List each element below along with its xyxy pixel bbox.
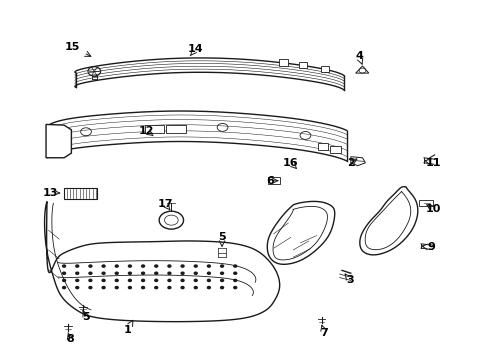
- Circle shape: [181, 265, 183, 267]
- Polygon shape: [44, 202, 279, 321]
- Text: 17: 17: [158, 199, 173, 210]
- Polygon shape: [355, 66, 368, 73]
- Text: 3: 3: [346, 275, 353, 285]
- Circle shape: [194, 265, 197, 267]
- Circle shape: [233, 265, 236, 267]
- Circle shape: [89, 265, 92, 267]
- Circle shape: [220, 265, 223, 267]
- Circle shape: [62, 272, 65, 274]
- Circle shape: [167, 272, 170, 274]
- Text: 12: 12: [138, 126, 153, 135]
- Text: 14: 14: [187, 44, 203, 54]
- Circle shape: [128, 287, 131, 289]
- Bar: [144, 125, 163, 133]
- Circle shape: [142, 272, 144, 274]
- Polygon shape: [267, 202, 334, 264]
- Circle shape: [102, 265, 105, 267]
- Circle shape: [207, 265, 210, 267]
- Circle shape: [102, 287, 105, 289]
- Text: 1: 1: [123, 325, 131, 335]
- Bar: [418, 200, 432, 206]
- Circle shape: [194, 287, 197, 289]
- Circle shape: [142, 265, 144, 267]
- Bar: [329, 146, 340, 153]
- Circle shape: [233, 279, 236, 282]
- Polygon shape: [359, 186, 417, 255]
- Polygon shape: [75, 58, 344, 90]
- Text: 11: 11: [425, 158, 441, 168]
- Circle shape: [76, 272, 79, 274]
- Circle shape: [220, 279, 223, 282]
- Circle shape: [89, 287, 92, 289]
- Circle shape: [155, 279, 158, 282]
- Circle shape: [155, 287, 158, 289]
- Circle shape: [62, 265, 65, 267]
- Circle shape: [181, 279, 183, 282]
- Circle shape: [89, 272, 92, 274]
- Circle shape: [115, 265, 118, 267]
- Text: 8: 8: [66, 333, 74, 343]
- Circle shape: [89, 279, 92, 282]
- Bar: [317, 143, 328, 150]
- Text: 10: 10: [425, 204, 441, 215]
- Polygon shape: [350, 157, 365, 166]
- Text: 5: 5: [218, 232, 225, 242]
- Circle shape: [194, 279, 197, 282]
- Circle shape: [155, 265, 158, 267]
- Text: 9: 9: [427, 242, 435, 252]
- Text: 7: 7: [320, 328, 327, 338]
- Circle shape: [167, 287, 170, 289]
- Circle shape: [207, 287, 210, 289]
- Circle shape: [128, 272, 131, 274]
- Circle shape: [115, 287, 118, 289]
- Circle shape: [62, 279, 65, 282]
- Text: 15: 15: [65, 42, 81, 52]
- Text: 4: 4: [354, 51, 362, 61]
- Bar: [64, 188, 97, 199]
- Circle shape: [220, 287, 223, 289]
- Circle shape: [128, 265, 131, 267]
- Text: 16: 16: [283, 158, 298, 168]
- Text: 13: 13: [42, 188, 58, 198]
- Circle shape: [142, 279, 144, 282]
- Polygon shape: [46, 125, 71, 158]
- Circle shape: [181, 287, 183, 289]
- Circle shape: [181, 272, 183, 274]
- Circle shape: [142, 287, 144, 289]
- Circle shape: [128, 279, 131, 282]
- Bar: [320, 66, 329, 72]
- Circle shape: [76, 279, 79, 282]
- Bar: [267, 177, 279, 184]
- Text: 6: 6: [266, 176, 274, 186]
- Circle shape: [155, 272, 158, 274]
- Circle shape: [207, 272, 210, 274]
- Bar: [279, 59, 287, 66]
- Circle shape: [76, 265, 79, 267]
- Circle shape: [167, 279, 170, 282]
- Circle shape: [233, 287, 236, 289]
- Circle shape: [167, 265, 170, 267]
- Bar: [166, 125, 185, 132]
- Circle shape: [76, 287, 79, 289]
- Text: 2: 2: [346, 158, 354, 168]
- Circle shape: [102, 279, 105, 282]
- Text: 5: 5: [82, 312, 90, 322]
- Circle shape: [233, 272, 236, 274]
- Circle shape: [102, 272, 105, 274]
- Circle shape: [220, 272, 223, 274]
- Circle shape: [207, 279, 210, 282]
- Circle shape: [194, 272, 197, 274]
- Circle shape: [62, 287, 65, 289]
- Polygon shape: [47, 111, 346, 161]
- Bar: [298, 62, 307, 68]
- Circle shape: [115, 279, 118, 282]
- Circle shape: [115, 272, 118, 274]
